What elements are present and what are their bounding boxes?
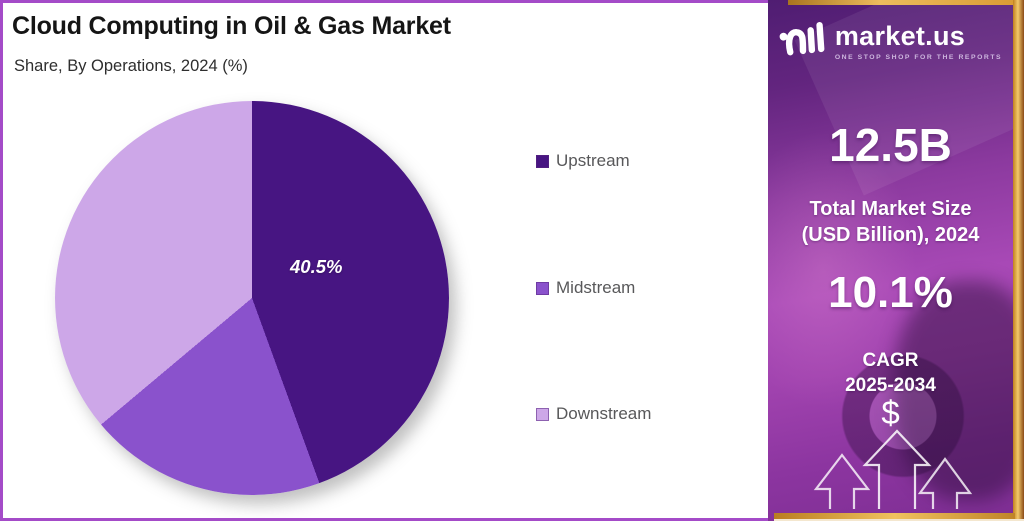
pie — [55, 101, 449, 495]
brand-logo: market.us ONE STOP SHOP FOR THE REPORTS — [768, 18, 1013, 65]
gold-accent-right — [1013, 0, 1024, 521]
legend-label-midstream: Midstream — [556, 278, 636, 297]
dollar-icon: $ — [881, 394, 900, 431]
legend-label-downstream: Downstream — [556, 404, 652, 423]
legend-marker-downstream — [536, 407, 549, 421]
stat-market-size-label: Total Market Size (USD Billion), 2024 — [768, 196, 1013, 248]
stat-cagr-label-line2: 2025-2034 — [845, 375, 936, 396]
stat-cagr-label: CAGR 2025-2034 — [768, 348, 1013, 398]
marketus-logo-icon — [776, 16, 827, 68]
gold-accent-top — [788, 0, 1018, 5]
stat-market-size-label-line2: (USD Billion), 2024 — [801, 224, 980, 246]
legend-label-upstream: Upstream — [556, 151, 630, 170]
brand-name: market.us — [834, 20, 966, 51]
brand-tagline: ONE STOP SHOP FOR THE REPORTS — [834, 53, 1003, 61]
legend-marker-upstream — [536, 154, 549, 168]
pie-slice-label-upstream: 40.5% — [290, 256, 343, 277]
brand-text-block: market.us ONE STOP SHOP FOR THE REPORTS — [834, 20, 1003, 61]
brand-sidebar: market.us ONE STOP SHOP FOR THE REPORTS … — [768, 0, 1024, 521]
page-title: Cloud Computing in Oil & Gas Market — [12, 12, 451, 40]
stat-market-size-label-line1: Total Market Size — [809, 198, 972, 220]
growth-arrows-icon — [768, 379, 1013, 514]
page-subtitle: Share, By Operations, 2024 (%) — [14, 57, 248, 75]
stat-market-size-value: 12.5B — [829, 119, 952, 171]
stat-cagr-value: 10.1% — [828, 268, 953, 317]
legend-marker-midstream — [536, 281, 549, 295]
legend-item-upstream: Upstream — [536, 151, 630, 171]
legend-item-midstream: Midstream — [536, 278, 635, 298]
stat-cagr-label-line1: CAGR — [862, 350, 919, 371]
gold-accent-bottom — [774, 513, 1015, 519]
legend-item-downstream: Downstream — [536, 404, 651, 424]
